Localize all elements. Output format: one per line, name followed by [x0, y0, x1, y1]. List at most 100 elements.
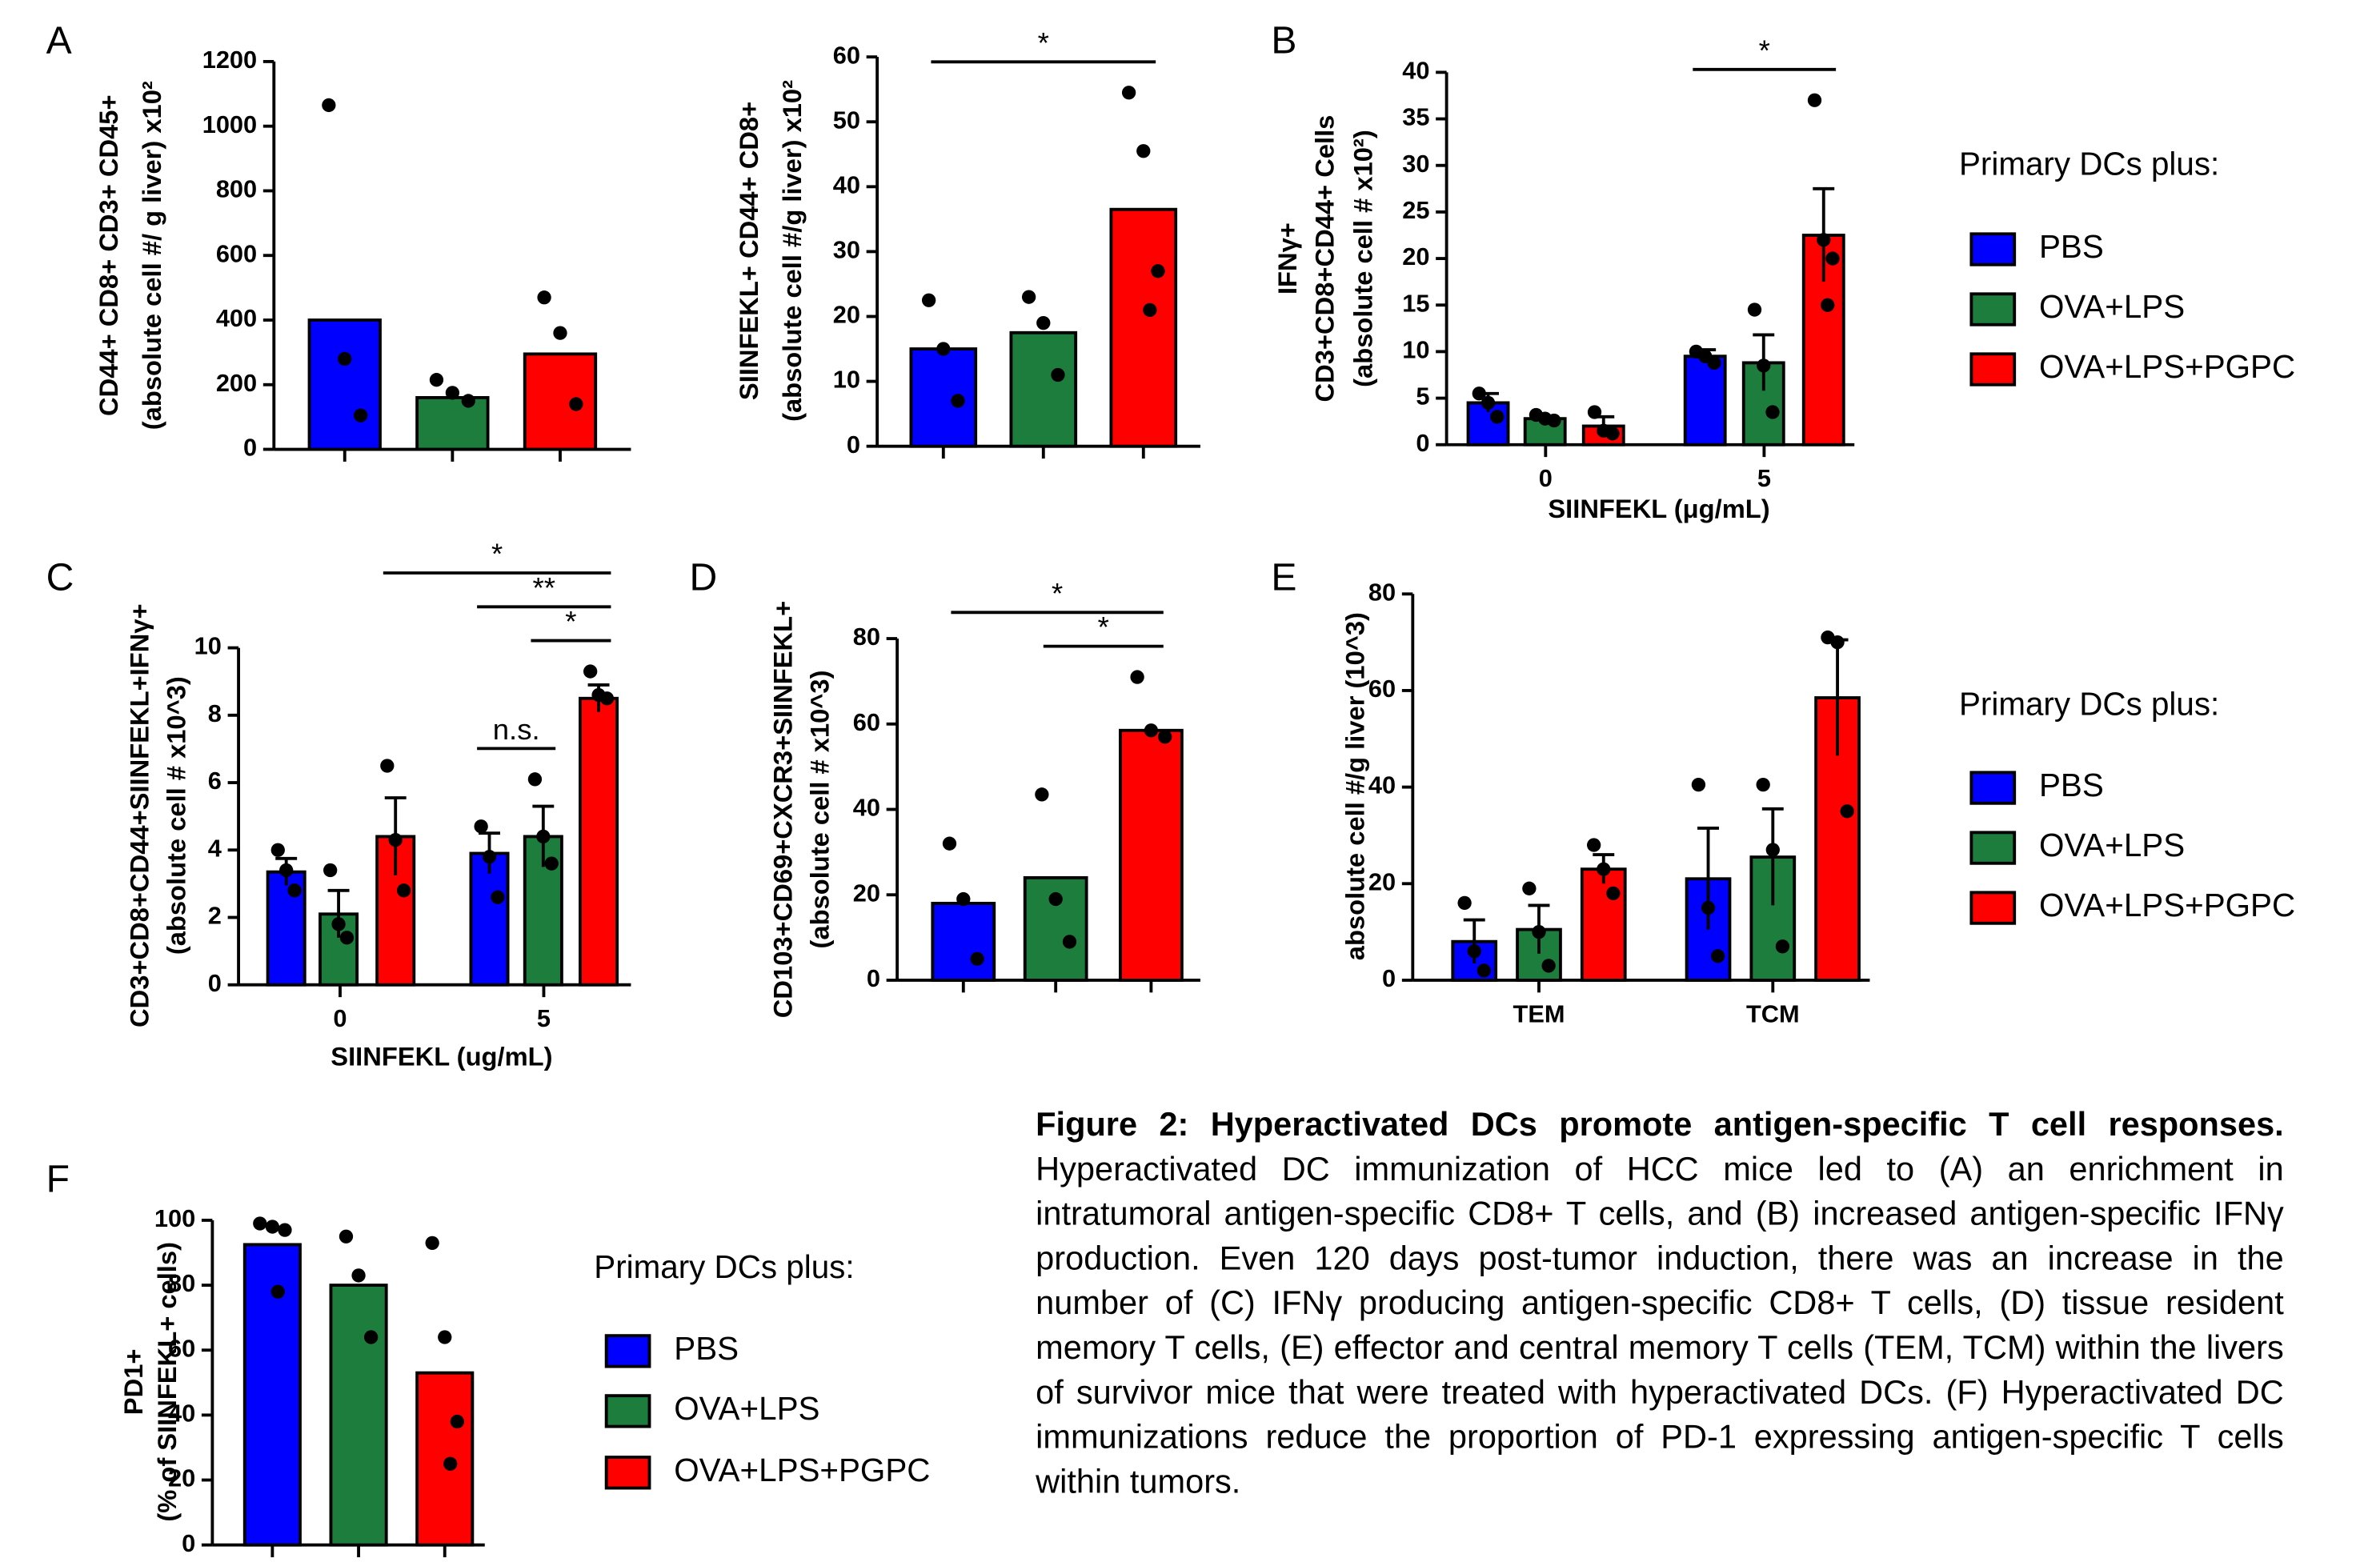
data-point — [491, 890, 505, 904]
data-point — [438, 1330, 452, 1344]
bar — [1119, 728, 1184, 982]
bar — [931, 901, 996, 982]
significance-label: * — [491, 537, 503, 570]
data-point — [1821, 298, 1835, 312]
bar — [523, 352, 598, 451]
data-point — [429, 373, 444, 387]
significance-label: * — [1052, 577, 1063, 610]
data-point — [1691, 777, 1706, 792]
data-point — [253, 1216, 267, 1231]
bar — [1580, 867, 1627, 982]
y-tick-label: 10 — [194, 632, 222, 660]
bar — [329, 1284, 388, 1547]
data-point — [1480, 395, 1496, 411]
legend-swatch — [1969, 292, 2017, 326]
data-point — [1136, 144, 1151, 158]
legend-swatch — [1969, 831, 2017, 865]
data-point — [474, 819, 488, 834]
legend-label: OVA+LPS — [2039, 827, 2185, 863]
y-tick-label: 80 — [168, 1269, 195, 1297]
data-point — [1830, 635, 1845, 650]
data-point — [553, 326, 567, 340]
y-tick-label: 30 — [1402, 150, 1429, 178]
y-tick-label: 35 — [1402, 103, 1429, 131]
y-tick-label: 200 — [216, 369, 257, 397]
data-point — [1035, 787, 1049, 802]
y-tick-label: 30 — [833, 236, 860, 264]
significance-label: * — [565, 605, 576, 638]
y-tick-label: 60 — [1368, 675, 1396, 703]
data-point — [331, 917, 346, 931]
y-tick-label: 15 — [1402, 289, 1429, 317]
data-point — [265, 1220, 280, 1234]
legend-swatch — [604, 1334, 651, 1368]
data-point — [970, 951, 984, 966]
y-tick-label: 60 — [833, 41, 860, 69]
data-point — [1532, 924, 1546, 939]
error-bar — [1761, 807, 1784, 906]
y-tick-label: 0 — [208, 969, 222, 997]
y-tick-label: 0 — [1382, 964, 1396, 992]
data-point — [1701, 900, 1716, 915]
y-tick-label: 400 — [216, 304, 257, 332]
x-axis-label: SIINFEKL (ug/mL) — [331, 1042, 552, 1071]
data-point — [351, 1268, 366, 1283]
data-point — [461, 394, 475, 408]
data-point — [1707, 355, 1721, 370]
data-point — [338, 351, 352, 366]
y-axis-label: CD3+CD8+CD44+SIINFEKL+IFNγ+ — [125, 603, 154, 1027]
data-point — [1467, 944, 1481, 959]
legend-swatch — [1969, 771, 2017, 805]
y-tick-label: 100 — [154, 1204, 195, 1232]
panel-letter: F — [46, 1158, 70, 1201]
bar — [1683, 354, 1727, 447]
data-point — [1144, 723, 1159, 738]
data-point — [270, 843, 285, 857]
y-axis-label: IFNγ+ — [1272, 222, 1302, 294]
data-point — [583, 664, 598, 679]
y-tick-label: 80 — [1368, 578, 1396, 606]
y-tick-label: 0 — [243, 434, 257, 462]
x-tick-label: 5 — [1757, 464, 1771, 492]
legend-label: OVA+LPS — [2039, 288, 2185, 325]
data-point — [443, 1456, 458, 1471]
data-point — [1021, 290, 1036, 304]
data-point — [544, 856, 559, 871]
caption: Figure 2: Hyperactivated DCs promote ant… — [1036, 1102, 2284, 1504]
y-tick-label: 10 — [833, 366, 860, 394]
x-tick-label: 5 — [537, 1004, 551, 1032]
significance-label: * — [1098, 611, 1109, 643]
y-axis-label: CD44+ CD8+ CD3+ CD45+ — [94, 94, 123, 416]
data-point — [1472, 386, 1486, 401]
x-tick-label: 0 — [333, 1004, 347, 1032]
legend-label: PBS — [2039, 767, 2104, 803]
data-point — [1547, 413, 1561, 428]
data-point — [951, 394, 965, 408]
legend-swatch — [604, 1456, 651, 1490]
bar — [1009, 330, 1078, 448]
legend-title: Primary DCs plus: — [1959, 145, 2219, 182]
y-tick-label: 10 — [1402, 336, 1429, 364]
y-axis-label: (absolute cell #/ g liver) x10² — [137, 81, 166, 430]
y-tick-label: 60 — [168, 1334, 195, 1362]
bar — [1109, 207, 1178, 448]
legend-swatch — [1969, 352, 2017, 386]
data-point — [942, 836, 957, 851]
data-point — [287, 883, 302, 898]
data-point — [1158, 730, 1172, 744]
data-point — [445, 386, 460, 400]
significance-label: n.s. — [493, 713, 540, 746]
data-point — [1541, 959, 1556, 973]
y-tick-label: 0 — [1416, 429, 1429, 457]
data-point — [396, 883, 411, 898]
y-tick-label: 20 — [1368, 867, 1396, 895]
y-tick-label: 0 — [867, 964, 880, 992]
y-axis-label: CD3+CD8+CD44+ Cells — [1309, 115, 1339, 403]
data-point — [536, 829, 551, 844]
data-point — [1747, 302, 1762, 317]
data-point — [1051, 367, 1065, 382]
y-axis-label: absolute cell #/g liver (10^3) — [1340, 612, 1370, 960]
bar — [909, 347, 978, 448]
